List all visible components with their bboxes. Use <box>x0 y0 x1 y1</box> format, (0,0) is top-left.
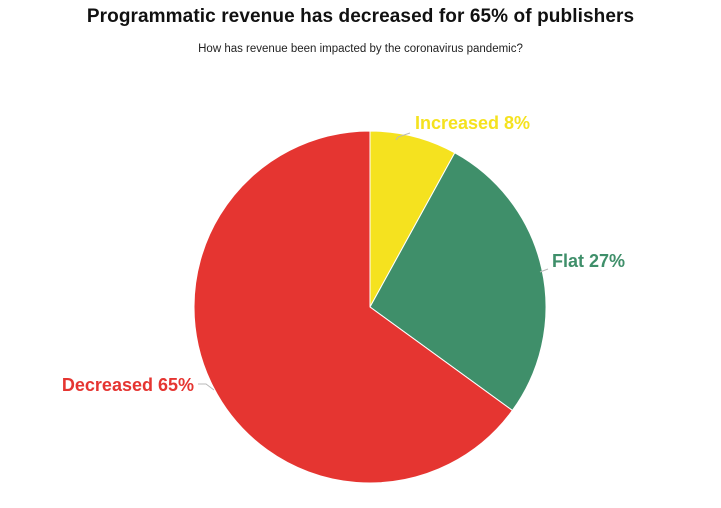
label-leader-lines <box>198 132 549 391</box>
slice-label-increased: Increased 8% <box>415 113 530 133</box>
leader-line-increased <box>395 132 411 141</box>
slice-labels: Increased 8% Flat 27% Decreased 65% <box>62 113 625 395</box>
slice-label-flat: Flat 27% <box>552 251 625 271</box>
pie-slice-increased <box>369 130 456 308</box>
pie-slices <box>193 130 547 484</box>
pie-slice-flat <box>369 152 547 412</box>
leader-line-decreased <box>198 383 215 391</box>
chart-subtitle: How has revenue been impacted by the cor… <box>198 43 523 55</box>
slice-label-decreased: Decreased 65% <box>62 375 194 395</box>
pie-slice-decreased <box>193 130 514 484</box>
chart-title: Programmatic revenue has decreased for 6… <box>86 6 635 27</box>
leader-line-flat <box>539 268 549 273</box>
